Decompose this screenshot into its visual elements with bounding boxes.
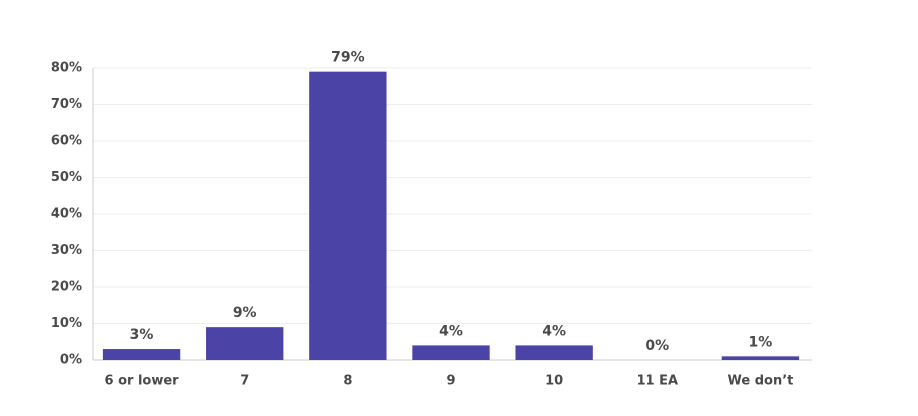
bar bbox=[721, 356, 800, 360]
y-tick-label: 60% bbox=[51, 134, 82, 149]
x-tick-label: 8 bbox=[343, 374, 352, 389]
x-tick-label: 11 EA bbox=[637, 374, 679, 389]
y-tick-label: 70% bbox=[51, 97, 82, 112]
bar bbox=[309, 71, 387, 361]
x-tick-label: 9 bbox=[446, 374, 455, 389]
y-tick-label: 0% bbox=[60, 353, 82, 368]
data-label: 1% bbox=[749, 334, 773, 350]
bar bbox=[412, 345, 490, 360]
y-tick-label: 80% bbox=[51, 61, 82, 76]
y-tick-label: 40% bbox=[51, 207, 82, 222]
data-label: 9% bbox=[233, 305, 257, 321]
data-label: 4% bbox=[542, 323, 566, 339]
x-tick-label: 6 or lower bbox=[105, 374, 180, 389]
x-tick-label: We don’t bbox=[727, 374, 793, 389]
bar bbox=[515, 345, 593, 360]
y-tick-label: 50% bbox=[51, 170, 82, 185]
bar bbox=[102, 349, 181, 360]
bar bbox=[206, 327, 284, 360]
data-label: 0% bbox=[645, 338, 669, 354]
data-label: 4% bbox=[439, 323, 463, 339]
x-tick-label: 7 bbox=[240, 374, 249, 389]
data-label: 79% bbox=[331, 50, 365, 66]
y-tick-label: 10% bbox=[51, 316, 82, 331]
y-tick-label: 30% bbox=[51, 243, 82, 258]
x-tick-label: 10 bbox=[545, 374, 563, 389]
y-tick-label: 20% bbox=[51, 280, 82, 295]
data-label: 3% bbox=[130, 327, 154, 343]
